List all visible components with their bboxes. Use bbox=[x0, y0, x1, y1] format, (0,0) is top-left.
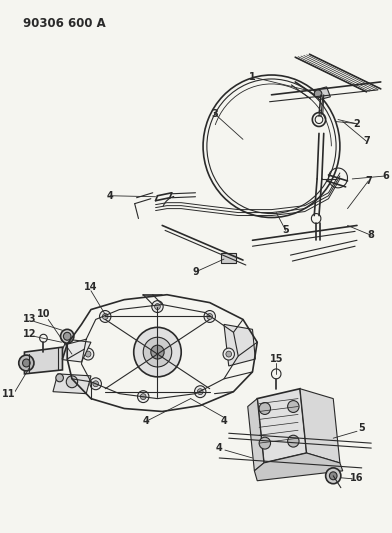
Polygon shape bbox=[315, 87, 330, 100]
Circle shape bbox=[100, 311, 111, 322]
Circle shape bbox=[138, 391, 149, 402]
Circle shape bbox=[207, 313, 212, 319]
Circle shape bbox=[143, 337, 172, 367]
Circle shape bbox=[259, 437, 270, 449]
Polygon shape bbox=[300, 389, 340, 463]
Text: 8: 8 bbox=[368, 230, 375, 240]
Text: 16: 16 bbox=[350, 473, 364, 483]
Circle shape bbox=[134, 327, 181, 377]
Circle shape bbox=[194, 386, 206, 398]
Text: 90306 600 A: 90306 600 A bbox=[23, 17, 105, 30]
Text: 4: 4 bbox=[143, 416, 149, 426]
Text: 10: 10 bbox=[37, 310, 50, 319]
Circle shape bbox=[314, 90, 322, 98]
Text: 11: 11 bbox=[2, 389, 15, 399]
Polygon shape bbox=[221, 253, 236, 263]
Text: 3: 3 bbox=[211, 109, 218, 119]
Circle shape bbox=[102, 313, 108, 319]
Polygon shape bbox=[254, 453, 343, 481]
Circle shape bbox=[90, 378, 102, 390]
Circle shape bbox=[198, 389, 203, 394]
Circle shape bbox=[288, 435, 299, 447]
Polygon shape bbox=[224, 325, 255, 366]
Circle shape bbox=[60, 329, 74, 343]
Text: 12: 12 bbox=[22, 329, 36, 340]
Circle shape bbox=[152, 301, 163, 312]
Text: 4: 4 bbox=[107, 191, 113, 201]
Circle shape bbox=[329, 472, 337, 480]
Text: 13: 13 bbox=[22, 314, 36, 325]
Polygon shape bbox=[53, 374, 91, 394]
Text: 7: 7 bbox=[363, 136, 370, 147]
Circle shape bbox=[19, 355, 34, 371]
Text: 9: 9 bbox=[192, 267, 199, 277]
Circle shape bbox=[56, 374, 64, 382]
Circle shape bbox=[288, 401, 299, 413]
Text: 4: 4 bbox=[221, 416, 227, 426]
Circle shape bbox=[140, 394, 146, 400]
Circle shape bbox=[23, 359, 30, 367]
Circle shape bbox=[204, 311, 216, 322]
Circle shape bbox=[151, 345, 164, 359]
Circle shape bbox=[85, 351, 91, 357]
Circle shape bbox=[223, 348, 234, 360]
Circle shape bbox=[93, 381, 98, 387]
Polygon shape bbox=[24, 347, 62, 374]
Circle shape bbox=[226, 351, 232, 357]
Text: 1: 1 bbox=[249, 72, 256, 82]
Text: 2: 2 bbox=[354, 118, 360, 128]
Circle shape bbox=[82, 348, 94, 360]
Text: 6: 6 bbox=[382, 171, 389, 181]
Circle shape bbox=[326, 468, 341, 484]
Text: 7: 7 bbox=[365, 176, 372, 186]
Polygon shape bbox=[58, 339, 91, 362]
Text: 5: 5 bbox=[282, 225, 289, 236]
Text: 15: 15 bbox=[269, 354, 283, 364]
Text: 4: 4 bbox=[216, 443, 223, 453]
Circle shape bbox=[259, 402, 270, 415]
Circle shape bbox=[66, 376, 78, 387]
Circle shape bbox=[154, 304, 160, 310]
Text: 5: 5 bbox=[358, 423, 365, 433]
Text: 14: 14 bbox=[84, 282, 98, 292]
Polygon shape bbox=[257, 389, 307, 463]
Circle shape bbox=[64, 332, 71, 340]
Polygon shape bbox=[248, 399, 264, 471]
